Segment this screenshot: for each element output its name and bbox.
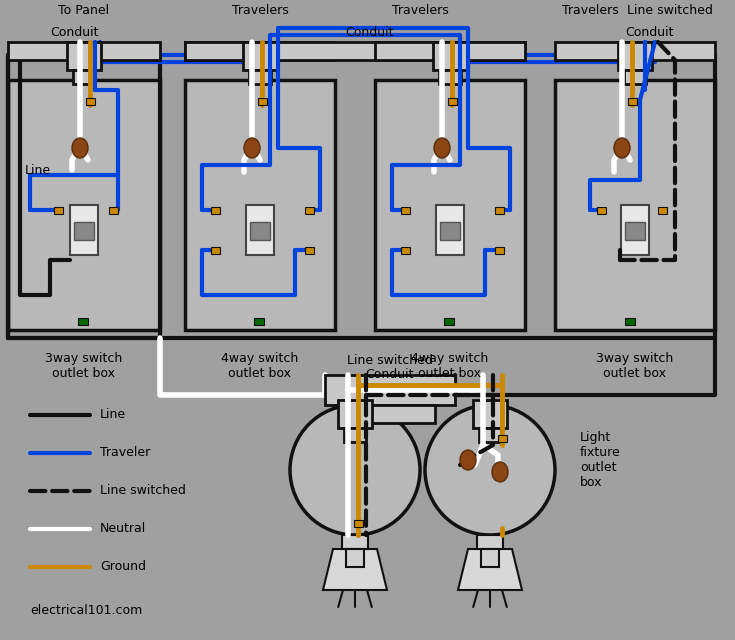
Bar (185, 42, 335, 60)
Bar (346, 549, 364, 567)
Bar (440, 222, 460, 240)
Bar (495, 207, 504, 214)
Text: Ground: Ground (100, 561, 146, 573)
Bar (477, 535, 503, 549)
Bar (325, 375, 455, 405)
Text: Line switched: Line switched (100, 484, 186, 497)
Text: Travelers: Travelers (232, 3, 288, 17)
Bar (473, 400, 507, 428)
Ellipse shape (460, 450, 476, 470)
Text: 4way switch
outlet box: 4way switch outlet box (221, 352, 298, 380)
Bar (342, 535, 368, 549)
Text: Line: Line (25, 163, 51, 177)
Polygon shape (323, 549, 387, 590)
Bar (479, 428, 501, 442)
Bar (258, 98, 267, 105)
Text: Traveler: Traveler (100, 447, 150, 460)
Polygon shape (458, 549, 522, 590)
Bar (436, 205, 464, 255)
Bar (621, 205, 649, 255)
Text: To Panel: To Panel (59, 3, 110, 17)
Text: Conduit: Conduit (366, 369, 415, 381)
Bar (211, 247, 220, 254)
Bar (185, 80, 335, 330)
Bar (625, 318, 635, 325)
Bar (433, 42, 467, 70)
Bar (498, 435, 507, 442)
Bar (211, 207, 220, 214)
Text: 3way switch
outlet box: 3way switch outlet box (596, 352, 673, 380)
Bar (246, 205, 274, 255)
Bar (8, 42, 160, 60)
Bar (249, 70, 271, 84)
Bar (8, 80, 160, 330)
Text: electrical101.com: electrical101.com (30, 604, 143, 616)
Bar (109, 207, 118, 214)
Ellipse shape (244, 138, 260, 158)
Bar (345, 405, 435, 423)
Text: Neutral: Neutral (100, 522, 146, 536)
Bar (354, 520, 363, 527)
Bar (495, 247, 504, 254)
Bar (305, 247, 314, 254)
Text: 4way switch
outlet box: 4way switch outlet box (412, 352, 489, 380)
Bar (70, 205, 98, 255)
Bar (401, 207, 410, 214)
Bar (625, 222, 645, 240)
Bar (555, 42, 715, 60)
Text: Travelers: Travelers (562, 3, 618, 17)
Bar (250, 222, 270, 240)
Bar (618, 42, 652, 70)
Bar (555, 80, 715, 330)
Bar (658, 207, 667, 214)
Text: Conduit: Conduit (50, 26, 98, 38)
Bar (243, 42, 277, 70)
Circle shape (425, 405, 555, 535)
Bar (628, 98, 637, 105)
Bar (481, 549, 499, 567)
Ellipse shape (434, 138, 450, 158)
Text: 3way switch
outlet box: 3way switch outlet box (46, 352, 123, 380)
Text: Light
fixture
outlet
box: Light fixture outlet box (580, 431, 621, 489)
Bar (86, 98, 95, 105)
Bar (448, 98, 457, 105)
Ellipse shape (72, 138, 88, 158)
Circle shape (290, 405, 420, 535)
Text: Travelers: Travelers (392, 3, 448, 17)
Bar (338, 400, 372, 428)
Bar (67, 42, 101, 70)
Text: Line: Line (100, 408, 126, 422)
Bar (254, 318, 264, 325)
Bar (597, 207, 606, 214)
Bar (73, 70, 95, 84)
Bar (74, 222, 94, 240)
Text: Line switched: Line switched (627, 3, 713, 17)
Text: Conduit: Conduit (345, 26, 394, 38)
Bar (375, 42, 525, 60)
Bar (344, 428, 366, 442)
Bar (624, 70, 646, 84)
Bar (54, 207, 63, 214)
Bar (444, 318, 454, 325)
Bar (78, 318, 88, 325)
Bar (439, 70, 461, 84)
Bar (305, 207, 314, 214)
Text: Conduit: Conduit (625, 26, 674, 38)
Bar (185, 42, 525, 60)
Ellipse shape (492, 462, 508, 482)
Ellipse shape (614, 138, 630, 158)
Text: Line switched: Line switched (347, 353, 433, 367)
Bar (401, 247, 410, 254)
Bar (375, 80, 525, 330)
